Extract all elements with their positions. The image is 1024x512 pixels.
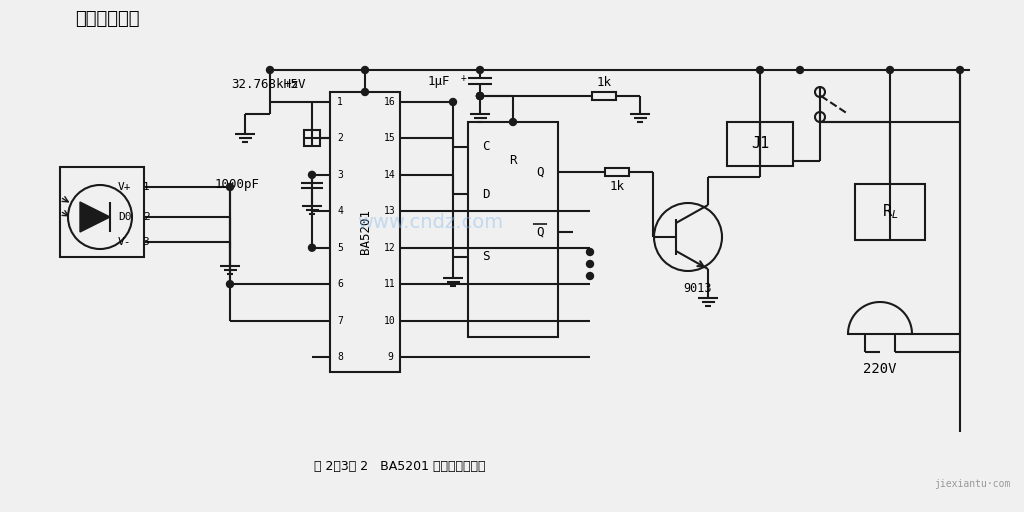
Text: +5V: +5V: [284, 77, 306, 91]
Bar: [727, 122, 793, 166]
Circle shape: [476, 93, 483, 99]
Circle shape: [757, 67, 764, 74]
Text: 3: 3: [337, 170, 343, 180]
Text: 2: 2: [337, 134, 343, 143]
Circle shape: [476, 93, 483, 99]
Text: 2: 2: [142, 212, 150, 222]
Circle shape: [361, 89, 369, 96]
Text: 8: 8: [337, 352, 343, 362]
Text: D: D: [482, 187, 489, 201]
Circle shape: [226, 183, 233, 190]
Circle shape: [956, 67, 964, 74]
Text: 13: 13: [384, 206, 396, 216]
Text: C: C: [482, 140, 489, 154]
Bar: [330, 92, 400, 372]
Circle shape: [587, 248, 594, 255]
Circle shape: [887, 67, 894, 74]
Circle shape: [266, 67, 273, 74]
Text: D0: D0: [118, 212, 131, 222]
Circle shape: [797, 67, 804, 74]
Bar: [592, 92, 616, 100]
Text: 7: 7: [337, 315, 343, 326]
Circle shape: [476, 93, 483, 99]
Text: +: +: [461, 73, 467, 83]
Text: 6: 6: [337, 279, 343, 289]
Text: 1000pF: 1000pF: [215, 178, 260, 191]
Text: 5: 5: [337, 243, 343, 253]
Polygon shape: [80, 202, 110, 232]
Circle shape: [308, 244, 315, 251]
Text: 1μF: 1μF: [427, 75, 450, 88]
Text: 典型应用电路: 典型应用电路: [75, 10, 139, 28]
Text: R: R: [509, 154, 517, 166]
Circle shape: [226, 281, 233, 288]
Text: 11: 11: [384, 279, 396, 289]
Text: 12: 12: [384, 243, 396, 253]
Text: 9013: 9013: [684, 283, 713, 295]
Bar: [605, 168, 629, 176]
Text: BA5201: BA5201: [358, 209, 372, 254]
Text: 32.768kHz: 32.768kHz: [231, 77, 299, 91]
Text: 图 2－3－ 2   BA5201 典型应用电路图: 图 2－3－ 2 BA5201 典型应用电路图: [314, 460, 485, 474]
Text: 15: 15: [384, 134, 396, 143]
Circle shape: [587, 261, 594, 267]
Text: S: S: [482, 250, 489, 264]
Text: 3: 3: [142, 237, 150, 247]
Circle shape: [476, 67, 483, 74]
Circle shape: [361, 67, 369, 74]
Text: jiexiantu·com: jiexiantu·com: [934, 479, 1010, 489]
Bar: [468, 122, 558, 337]
Text: 16: 16: [384, 97, 396, 107]
Text: J1: J1: [751, 137, 769, 152]
Text: 220V: 220V: [863, 362, 897, 376]
Bar: [855, 184, 925, 240]
Text: www.cndz.com: www.cndz.com: [357, 212, 503, 231]
Text: 1k: 1k: [609, 180, 625, 193]
Text: 14: 14: [384, 170, 396, 180]
Text: Q: Q: [537, 165, 544, 179]
Text: 1: 1: [337, 97, 343, 107]
Text: 1k: 1k: [597, 75, 611, 89]
Bar: [60, 167, 144, 257]
Text: V+: V+: [118, 182, 131, 192]
Text: 1: 1: [142, 182, 150, 192]
Text: V-: V-: [118, 237, 131, 247]
Text: R$_L$: R$_L$: [882, 203, 898, 221]
Text: 10: 10: [384, 315, 396, 326]
Text: 4: 4: [337, 206, 343, 216]
Text: Q: Q: [537, 225, 544, 239]
Circle shape: [308, 172, 315, 178]
Bar: [304, 131, 319, 146]
Circle shape: [587, 272, 594, 280]
Circle shape: [450, 98, 457, 105]
Circle shape: [510, 118, 516, 125]
Text: 9: 9: [387, 352, 393, 362]
